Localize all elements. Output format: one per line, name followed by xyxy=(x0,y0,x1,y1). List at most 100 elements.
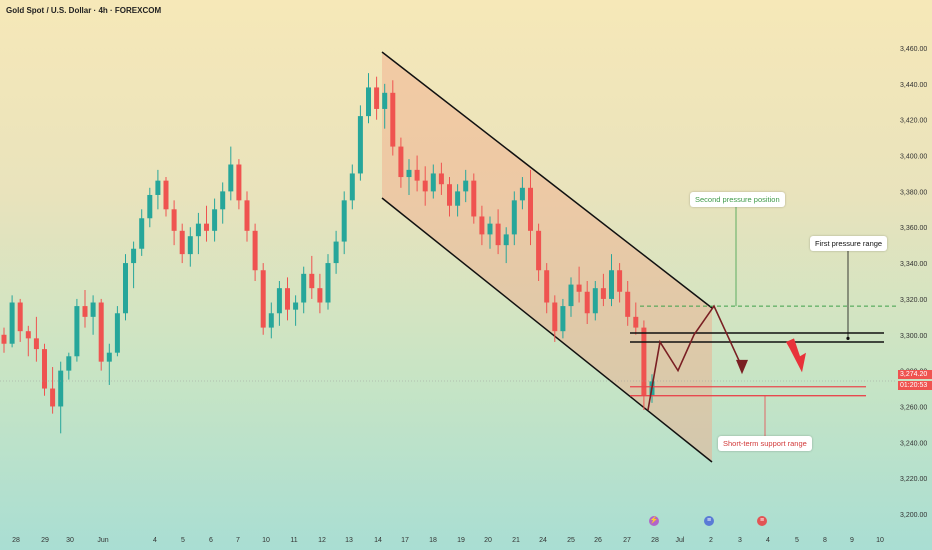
y-tick-label: 3,400.00 xyxy=(900,154,927,161)
candle-body xyxy=(268,313,274,328)
candle-body xyxy=(584,291,590,314)
channel-lower-line xyxy=(381,197,713,463)
candle-body xyxy=(187,236,193,255)
x-tick-label: 9 xyxy=(850,537,854,544)
x-tick-label: 21 xyxy=(512,537,520,544)
x-tick-label: 18 xyxy=(429,537,437,544)
x-tick-label: 3 xyxy=(738,537,742,544)
candle-body xyxy=(106,352,112,362)
candle-body xyxy=(33,338,39,350)
candle-body xyxy=(357,116,363,174)
countdown-tag: 01:20:53 xyxy=(898,381,932,390)
y-tick-label: 3,240.00 xyxy=(900,440,927,447)
x-tick-label: 27 xyxy=(623,537,631,544)
us-flag-icon[interactable]: ≡ xyxy=(704,516,714,526)
first-pressure-dot xyxy=(846,336,850,340)
current-price-tag: 3,274.20 xyxy=(898,370,932,379)
candle-body xyxy=(519,187,525,201)
candle-body xyxy=(163,180,169,210)
candle-body xyxy=(479,216,485,235)
candle-body xyxy=(66,356,72,371)
x-tick-label: Jul xyxy=(676,537,685,544)
candle-body xyxy=(511,200,517,235)
candle-body xyxy=(236,164,242,201)
second-pressure-label[interactable]: Second pressure position xyxy=(690,192,785,207)
x-tick-label: 13 xyxy=(345,537,353,544)
candle-body xyxy=(325,263,331,303)
candle-body xyxy=(301,273,307,303)
y-tick-label: 3,440.00 xyxy=(900,82,927,89)
candle-body xyxy=(568,284,574,307)
chart-title: Gold Spot / U.S. Dollar · 4h · FOREXCOM xyxy=(6,6,162,15)
candle-body xyxy=(422,180,428,192)
candle-body xyxy=(276,288,282,314)
y-tick-label: 3,220.00 xyxy=(900,476,927,483)
candle-body xyxy=(228,164,234,192)
candle-body xyxy=(463,180,469,192)
candle-body xyxy=(74,306,80,357)
candle-body xyxy=(592,288,598,314)
candle-body xyxy=(609,270,614,299)
x-tick-label: Jun xyxy=(97,537,108,544)
candle-body xyxy=(430,173,436,192)
short-support-label[interactable]: Short-term support range xyxy=(718,436,812,451)
x-tick-label: 29 xyxy=(41,537,49,544)
x-tick-label: 26 xyxy=(594,537,602,544)
x-tick-label: 19 xyxy=(457,537,465,544)
candle-body xyxy=(552,302,558,332)
candle-body xyxy=(528,187,533,231)
candle-body xyxy=(471,180,477,217)
x-tick-label: 25 xyxy=(567,537,575,544)
candle-body xyxy=(341,200,347,242)
candle-body xyxy=(617,270,623,292)
x-tick-label: 17 xyxy=(401,537,409,544)
x-tick-label: 2 xyxy=(709,537,713,544)
candle-body xyxy=(366,87,371,117)
candle-body xyxy=(390,92,396,147)
candle-body xyxy=(600,288,606,299)
candle-body xyxy=(114,313,120,353)
candle-body xyxy=(285,288,290,310)
x-tick-label: 4 xyxy=(766,537,770,544)
candle-body xyxy=(220,191,226,210)
candle-body xyxy=(123,263,128,314)
x-tick-label: 28 xyxy=(12,537,20,544)
x-tick-label: 10 xyxy=(262,537,270,544)
candle-body xyxy=(90,302,96,317)
candle-body xyxy=(625,291,631,317)
channel-upper-line xyxy=(381,51,713,309)
candle-body xyxy=(398,146,404,178)
candle-body xyxy=(9,302,15,344)
candle-body xyxy=(98,302,104,362)
candle-body xyxy=(406,169,412,178)
down-arrow xyxy=(786,338,806,373)
x-tick-label: 14 xyxy=(374,537,382,544)
y-tick-label: 3,260.00 xyxy=(900,404,927,411)
candle-body xyxy=(382,92,388,109)
projection-arrowhead xyxy=(736,359,748,375)
x-tick-label: 10 xyxy=(876,537,884,544)
candle-body xyxy=(576,284,582,292)
candle-body xyxy=(195,223,201,237)
y-tick-label: 3,460.00 xyxy=(900,46,927,53)
candle-body xyxy=(1,334,7,344)
candle-body xyxy=(25,331,31,339)
projection-path xyxy=(647,304,743,411)
flash-event-icon[interactable]: ⚡ xyxy=(649,516,659,526)
candle-body xyxy=(495,223,501,246)
x-tick-label: 30 xyxy=(66,537,74,544)
candle-body xyxy=(147,194,153,219)
y-tick-label: 3,300.00 xyxy=(900,333,927,340)
candle-body xyxy=(179,230,185,255)
y-tick-label: 3,420.00 xyxy=(900,118,927,125)
first-pressure-label[interactable]: First pressure range xyxy=(810,236,888,251)
candle-body xyxy=(633,316,639,328)
x-tick-label: 28 xyxy=(651,537,659,544)
candle-body xyxy=(536,230,542,271)
candle-body xyxy=(260,270,266,328)
us-flag-icon-2[interactable]: ≡ xyxy=(757,516,767,526)
candle-body xyxy=(17,302,23,332)
candle-body xyxy=(333,241,339,264)
